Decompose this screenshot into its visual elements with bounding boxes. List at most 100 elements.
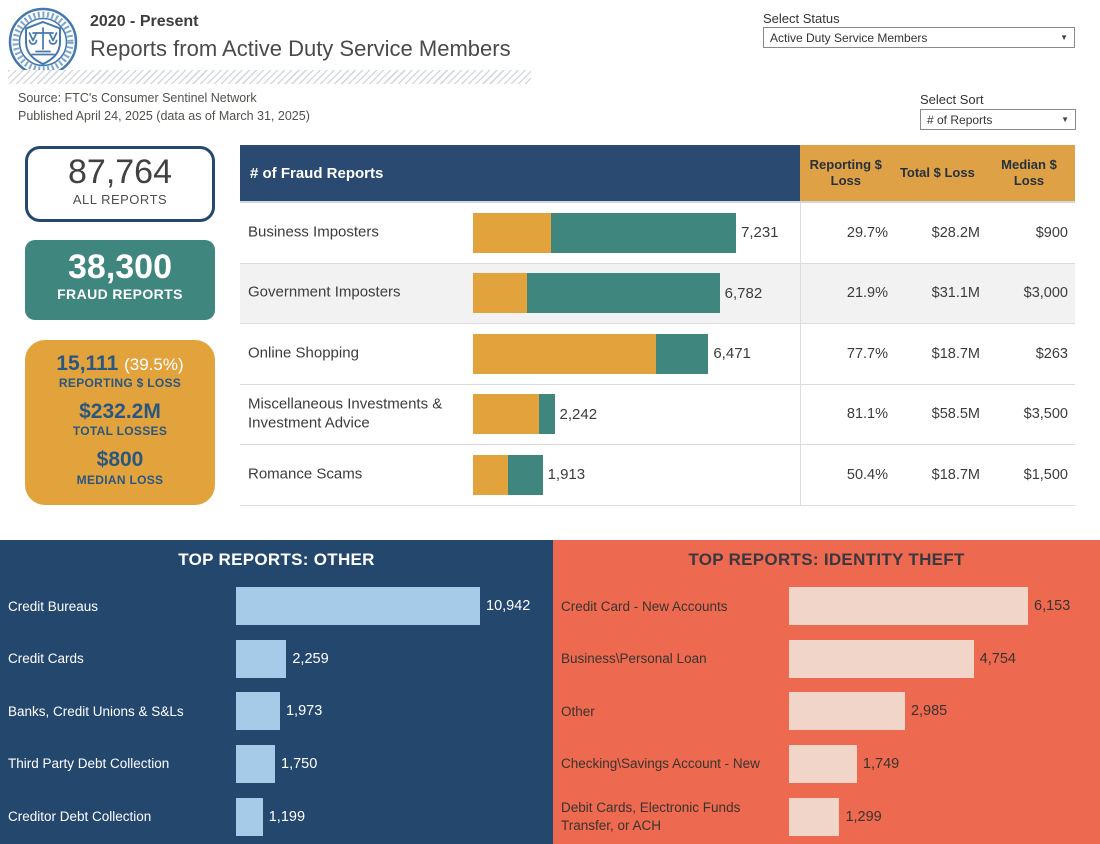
bar[interactable] [236,639,287,678]
reporting-loss-bar-segment[interactable] [473,394,540,435]
median-value: $3,500 [1023,406,1068,423]
table-row[interactable]: Business Imposters 7,231 29.7% $28.2M $9… [240,203,1075,264]
page-title: Reports from Active Duty Service Members [90,36,511,61]
row-label: Online Shopping [248,344,359,362]
bar[interactable] [789,797,840,836]
row-label: Credit Cards [8,651,84,667]
median-value: $3,000 [1023,285,1068,302]
reporting-loss-pct: (39.5%) [124,355,184,374]
all-reports-card: 87,764 ALL REPORTS [25,146,215,222]
bar[interactable] [789,745,857,784]
bar-value: 4,754 [979,650,1016,667]
list-item[interactable]: Credit Cards 2,259 [0,633,553,686]
row-label: Checking\Savings Account - New [561,756,760,772]
fraud-table-header-metrics: Reporting $ Loss Total $ Loss Median $ L… [800,145,1075,201]
identity-theft-bar-chart: Credit Card - New Accounts 6,153 Business… [553,580,1100,843]
table-row[interactable]: Online Shopping 6,471 77.7% $18.7M $263 [240,324,1075,385]
source-line: Source: FTC's Consumer Sentinel Network [18,91,257,105]
remainder-bar-segment[interactable] [655,333,709,374]
top-reports-other-panel: TOP REPORTS: OTHER Credit Bureaus 10,942 … [0,540,553,844]
sort-dropdown[interactable]: # of Reports ▼ [920,109,1076,130]
sort-filter-label: Select Sort [920,92,984,107]
column-header-reporting-loss: Reporting $ Loss [809,156,882,188]
published-line: Published April 24, 2025 (data as of Mar… [18,109,310,123]
reporting-loss-value: 15,111 (39.5%) [56,352,184,375]
list-item[interactable]: Creditor Debt Collection 1,199 [0,790,553,843]
bar[interactable] [236,587,480,626]
table-row[interactable]: Government Imposters 6,782 21.9% $31.1M … [240,263,1075,324]
total-losses-label: TOTAL LOSSES [72,424,168,439]
row-label: Creditor Debt Collection [8,808,152,824]
all-reports-value: 87,764 [68,153,172,191]
remainder-bar-segment[interactable] [527,273,720,314]
list-item[interactable]: Credit Card - New Accounts 6,153 [553,580,1100,633]
reporting-loss-bar-segment[interactable] [473,454,509,495]
total-value: $18.7M [931,466,980,483]
bar-value: 6,471 [713,345,751,363]
bar[interactable] [789,587,1028,626]
row-label: Debit Cards, Electronic Funds Transfer, … [561,800,741,833]
list-item[interactable]: Banks, Credit Unions & S&Ls 1,973 [0,685,553,738]
remainder-bar-segment[interactable] [508,454,543,495]
list-item[interactable]: Other 2,985 [553,685,1100,738]
bar[interactable] [789,639,974,678]
bar-value: 1,750 [281,756,318,773]
bar-value: 1,199 [268,808,306,825]
reporting-loss-bar-segment[interactable] [473,212,552,253]
column-header-median-loss: Median $ Loss [1001,156,1057,188]
total-value: $31.1M [931,285,980,302]
sort-dropdown-value: # of Reports [927,112,993,127]
reporting-loss-bar-segment[interactable] [473,333,656,374]
bar-value: 2,242 [559,405,598,423]
bar-value: 2,985 [910,703,948,720]
list-item[interactable]: Third Party Debt Collection 1,750 [0,738,553,791]
status-dropdown[interactable]: Active Duty Service Members ▼ [763,27,1075,48]
row-label: Miscellaneous Investments & Investment A… [248,395,443,432]
column-divider [800,203,801,506]
list-item[interactable]: Credit Bureaus 10,942 [0,580,553,633]
list-item[interactable]: Business\Personal Loan 4,754 [553,633,1100,686]
bar[interactable] [236,797,263,836]
reporting-loss-bar-segment[interactable] [473,273,528,314]
bar-value: 1,299 [845,808,882,825]
panel-title-identity-theft: TOP REPORTS: IDENTITY THEFT [688,550,965,569]
total-value: $58.5M [931,406,980,423]
row-label: Business Imposters [248,223,379,241]
panel-title-other: TOP REPORTS: OTHER [178,550,375,569]
bar-value: 6,782 [724,284,763,302]
row-label: Other [561,703,595,719]
bar[interactable] [236,692,280,731]
table-row[interactable]: Romance Scams 1,913 50.4% $18.7M $1,500 [240,445,1075,506]
pct-value: 29.7% [846,224,888,241]
median-value: $1,500 [1023,466,1068,483]
fraud-reports-table: # of Fraud Reports Reporting $ Loss Tota… [240,145,1075,506]
bar-value: 6,153 [1034,598,1071,615]
pct-value: 81.1% [846,406,888,423]
remainder-bar-segment[interactable] [551,212,736,253]
remainder-bar-segment[interactable] [539,394,555,435]
median-value: $263 [1035,345,1068,362]
list-item[interactable]: Debit Cards, Electronic Funds Transfer, … [553,790,1100,843]
status-filter-label: Select Status [763,11,840,26]
pct-value: 77.7% [846,345,888,362]
row-label: Banks, Credit Unions & S&Ls [8,703,184,719]
total-losses-value: $232.2M [79,400,161,424]
report-period: 2020 - Present [90,13,199,30]
bottom-panels: TOP REPORTS: OTHER Credit Bureaus 10,942 … [0,540,1100,844]
total-value: $28.2M [931,224,980,241]
pct-value: 21.9% [846,285,888,302]
row-label: Romance Scams [248,465,363,483]
hatch-divider [8,70,531,84]
list-item[interactable]: Checking\Savings Account - New 1,749 [553,738,1100,791]
table-row[interactable]: Miscellaneous Investments & Investment A… [240,384,1075,445]
bar-value: 2,259 [292,650,329,667]
row-label: Third Party Debt Collection [8,756,170,772]
chevron-down-icon: ▼ [1061,115,1069,124]
fraud-reports-value: 38,300 [68,248,172,286]
pct-value: 50.4% [846,466,888,483]
total-value: $18.7M [931,345,980,362]
loss-summary-card: 15,111 (39.5%) REPORTING $ LOSS $232.2M … [25,340,215,505]
bar[interactable] [789,692,905,731]
bar[interactable] [236,745,276,784]
